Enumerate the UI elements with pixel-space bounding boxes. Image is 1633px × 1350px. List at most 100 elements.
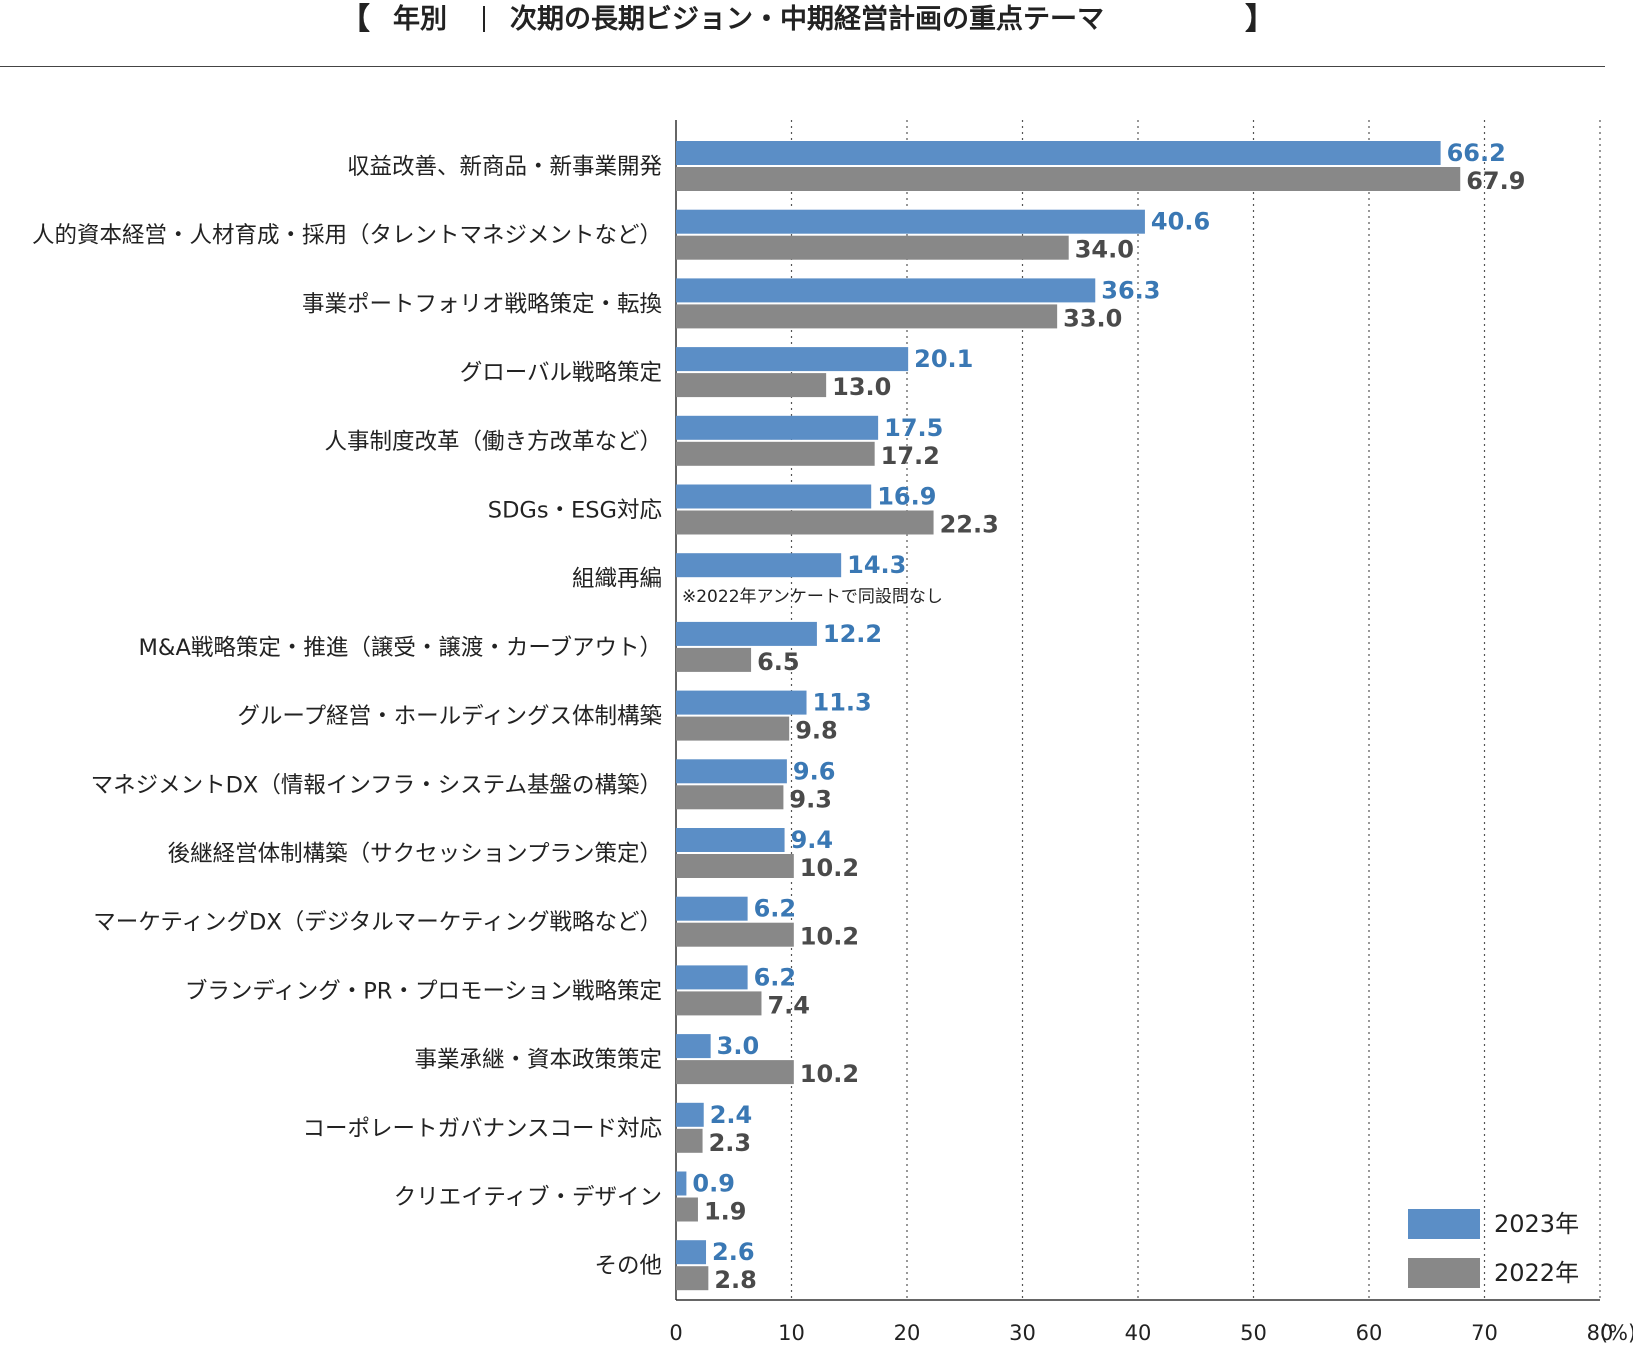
category-label: 収益改善、新商品・新事業開発	[347, 154, 662, 180]
data-label-2023: 3.0	[717, 1032, 760, 1060]
data-label-2023: 12.2	[823, 620, 882, 648]
bar-2023	[676, 553, 842, 578]
bar-2023	[676, 621, 817, 646]
x-tick-label: 70	[1471, 1321, 1498, 1345]
bar-2023	[676, 690, 807, 715]
category-label: グループ経営・ホールディングス体制構築	[237, 704, 662, 730]
category-label: SDGs・ESG対応	[488, 498, 662, 524]
x-tick-label: 20	[894, 1321, 921, 1345]
category-label: 事業承継・資本政策策定	[414, 1047, 662, 1073]
category-label: 人事制度改革（働き方改革など）	[324, 429, 662, 455]
data-label-2023: 14.3	[847, 551, 906, 579]
bar-2022	[676, 1060, 794, 1085]
category-label: 組織再編	[572, 566, 662, 592]
bar-2022	[676, 373, 827, 398]
bar-2023	[676, 141, 1441, 165]
bar-2023	[676, 209, 1145, 234]
bar-2022	[676, 304, 1058, 329]
x-tick-label: 0	[669, 1321, 682, 1345]
data-label-2022: 9.8	[795, 717, 838, 745]
x-tick-label: 60	[1356, 1321, 1383, 1345]
bar-2022	[676, 785, 784, 810]
category-label: その他	[594, 1253, 662, 1279]
legend-swatch-2022	[1408, 1258, 1480, 1288]
category-label: ブランディング・PR・プロモーション戦略策定	[185, 978, 662, 1004]
data-label-2022: 9.3	[789, 785, 832, 813]
data-label-2022: 6.5	[757, 648, 800, 676]
bar-2023	[676, 278, 1096, 303]
legend-label-2022: 2022年	[1494, 1259, 1580, 1287]
data-label-2022: 2.8	[714, 1266, 757, 1294]
category-label: 事業ポートフォリオ戦略策定・転換	[302, 291, 662, 317]
bar-2022	[676, 1266, 709, 1291]
bar-2022	[676, 510, 934, 535]
chart-title: 【 年別 次期の長期ビジョン・中期経営計画の重点テーマ 】	[0, 0, 1633, 44]
bar-2023	[676, 965, 748, 990]
category-label: クリエイティブ・デザイン	[394, 1185, 662, 1211]
bar-2022	[676, 716, 790, 741]
data-label-2023: 40.6	[1151, 208, 1210, 236]
bar-2022	[676, 854, 794, 878]
bar-2023	[676, 1102, 704, 1127]
data-label-2022: 10.2	[800, 1060, 859, 1088]
data-label-2023: 16.9	[877, 483, 936, 511]
bar-2022	[676, 167, 1461, 191]
bar-2022	[676, 1128, 703, 1153]
x-tick-label: 80	[1587, 1321, 1614, 1345]
data-label-2022: 2.3	[709, 1129, 752, 1157]
category-label: 後継経営体制構築（サクセッションプラン策定）	[168, 841, 662, 867]
bar-2023	[676, 1034, 711, 1059]
category-label: コーポレートガバナンスコード対応	[302, 1116, 662, 1142]
data-label-2022: 1.9	[704, 1198, 747, 1226]
data-label-2022: 33.0	[1063, 304, 1122, 332]
data-label-2023: 17.5	[884, 414, 943, 442]
title-open-bracket: 【	[340, 2, 370, 37]
bar-2023	[676, 1240, 707, 1265]
data-label-2023: 0.9	[692, 1170, 735, 1198]
data-label-2022: 22.3	[940, 511, 999, 539]
bar-2022	[676, 1197, 698, 1222]
x-axis-unit: (%)	[1600, 1321, 1633, 1345]
title-main-text: 次期の長期ビジョン・中期経営計画の重点テーマ	[510, 4, 1104, 35]
annotation-note: ※2022年アンケートで同設問なし	[682, 587, 943, 607]
data-label-2023: 9.4	[791, 826, 834, 854]
x-tick-label: 30	[1009, 1321, 1036, 1345]
data-label-2023: 2.6	[712, 1238, 755, 1266]
data-label-2023: 2.4	[710, 1101, 753, 1129]
bar-2022	[676, 441, 875, 466]
category-label: M&A戦略策定・推進（譲受・譲渡・カーブアウト）	[138, 635, 662, 661]
data-label-2023: 6.2	[754, 963, 797, 991]
x-tick-label: 50	[1240, 1321, 1267, 1345]
data-label-2023: 20.1	[914, 345, 973, 373]
bar-2022	[676, 235, 1069, 260]
data-label-2023: 11.3	[813, 689, 872, 717]
data-label-2023: 9.6	[793, 757, 836, 785]
data-label-2022: 7.4	[767, 991, 810, 1019]
legend-swatch-2023	[1408, 1209, 1480, 1239]
bar-2023	[676, 415, 879, 440]
bar-2022	[676, 991, 762, 1016]
bar-2023	[676, 484, 872, 509]
data-label-2023: 36.3	[1101, 276, 1160, 304]
title-divider	[0, 66, 1605, 67]
data-label-2022: 67.9	[1466, 167, 1525, 195]
data-label-2023: 6.2	[754, 895, 797, 923]
title-separator	[483, 6, 485, 32]
category-label: マネジメントDX（情報インフラ・システム基盤の構築）	[91, 772, 662, 798]
bar-2023	[676, 1171, 687, 1196]
x-tick-label: 10	[778, 1321, 805, 1345]
bar-2022	[676, 922, 794, 947]
bar-2023	[676, 896, 748, 921]
data-label-2022: 10.2	[800, 923, 859, 951]
category-label: マーケティングDX（デジタルマーケティング戦略など）	[93, 910, 662, 936]
title-close-bracket: 】	[1245, 2, 1275, 37]
data-label-2022: 17.2	[881, 442, 940, 470]
bar-2023	[676, 759, 787, 784]
title-year-label: 年別	[393, 4, 447, 35]
data-label-2022: 34.0	[1075, 236, 1134, 264]
x-tick-label: 40	[1125, 1321, 1152, 1345]
data-label-2022: 10.2	[800, 854, 859, 882]
bar-2023	[676, 828, 785, 852]
data-label-2023: 66.2	[1447, 139, 1506, 167]
